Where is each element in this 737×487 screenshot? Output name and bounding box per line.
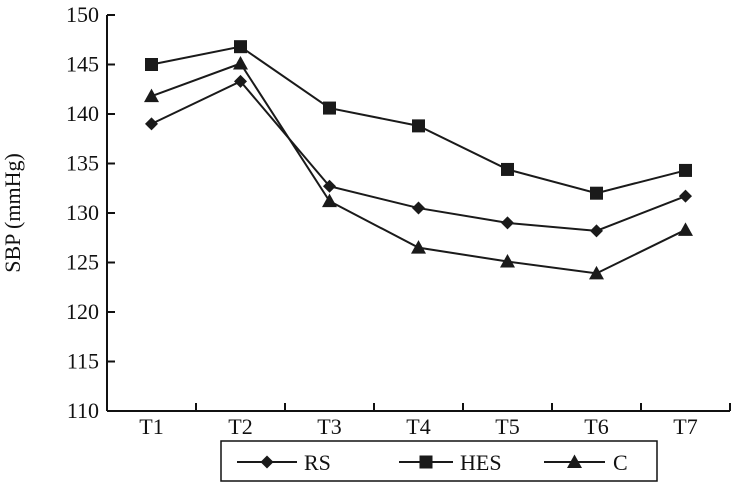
legend-marker-diamond bbox=[260, 455, 274, 469]
x-tick-label: T1 bbox=[139, 414, 163, 439]
data-point-rs bbox=[234, 74, 247, 88]
data-point-hes bbox=[412, 119, 425, 133]
y-tick-label: 135 bbox=[66, 151, 99, 176]
data-point-rs bbox=[679, 189, 692, 203]
y-tick-label: 145 bbox=[66, 52, 99, 77]
y-tick-label: 130 bbox=[66, 200, 99, 225]
x-ticks: T1 T2 T3 T4 T5 T6 T7 bbox=[139, 403, 731, 439]
series-layer bbox=[144, 40, 693, 280]
data-point-rs bbox=[501, 216, 514, 230]
data-point-hes bbox=[234, 40, 247, 54]
x-tick-label: T2 bbox=[228, 414, 252, 439]
legend-marker-square bbox=[419, 455, 433, 469]
data-point-hes bbox=[501, 162, 514, 176]
data-point-rs bbox=[412, 201, 425, 215]
y-ticks: 110 115 120 125 130 135 140 145 150 bbox=[66, 2, 115, 423]
y-tick-label: 120 bbox=[66, 299, 99, 324]
x-tick-label: T7 bbox=[673, 414, 697, 439]
data-point-c bbox=[144, 88, 159, 103]
legend-label: C bbox=[613, 450, 628, 475]
y-axis-title: SBP (mmHg) bbox=[0, 153, 25, 273]
legend: RS HES C bbox=[220, 440, 658, 482]
x-tick-label: T5 bbox=[495, 414, 519, 439]
data-point-c bbox=[500, 254, 515, 268]
y-tick-label: 125 bbox=[66, 250, 99, 275]
data-point-c bbox=[678, 222, 693, 236]
legend-label: RS bbox=[304, 450, 331, 475]
data-point-c bbox=[589, 265, 604, 280]
data-point-c bbox=[233, 56, 248, 70]
data-point-hes bbox=[590, 186, 603, 200]
y-tick-label: 115 bbox=[67, 349, 99, 374]
legend-item-c: C bbox=[544, 450, 628, 475]
data-point-c bbox=[411, 240, 426, 254]
y-tick-label: 110 bbox=[67, 398, 99, 423]
series-rs bbox=[145, 74, 692, 238]
series-hes bbox=[145, 40, 692, 200]
x-tick-label: T4 bbox=[406, 414, 430, 439]
data-point-rs bbox=[145, 117, 158, 131]
series-c bbox=[144, 56, 693, 280]
x-tick-label: T6 bbox=[584, 414, 608, 439]
legend-marker-triangle bbox=[567, 454, 582, 468]
x-tick-label: T3 bbox=[317, 414, 341, 439]
legend-item-rs: RS bbox=[237, 450, 331, 475]
legend-label: HES bbox=[460, 450, 502, 475]
legend-item-hes: HES bbox=[399, 450, 502, 475]
data-point-c bbox=[322, 193, 337, 208]
data-point-rs bbox=[590, 224, 603, 238]
y-tick-label: 150 bbox=[66, 2, 99, 27]
data-point-hes bbox=[145, 58, 158, 71]
y-tick-label: 140 bbox=[66, 101, 99, 126]
data-point-rs bbox=[323, 179, 336, 193]
data-point-hes bbox=[323, 101, 336, 115]
data-point-hes bbox=[679, 163, 692, 177]
